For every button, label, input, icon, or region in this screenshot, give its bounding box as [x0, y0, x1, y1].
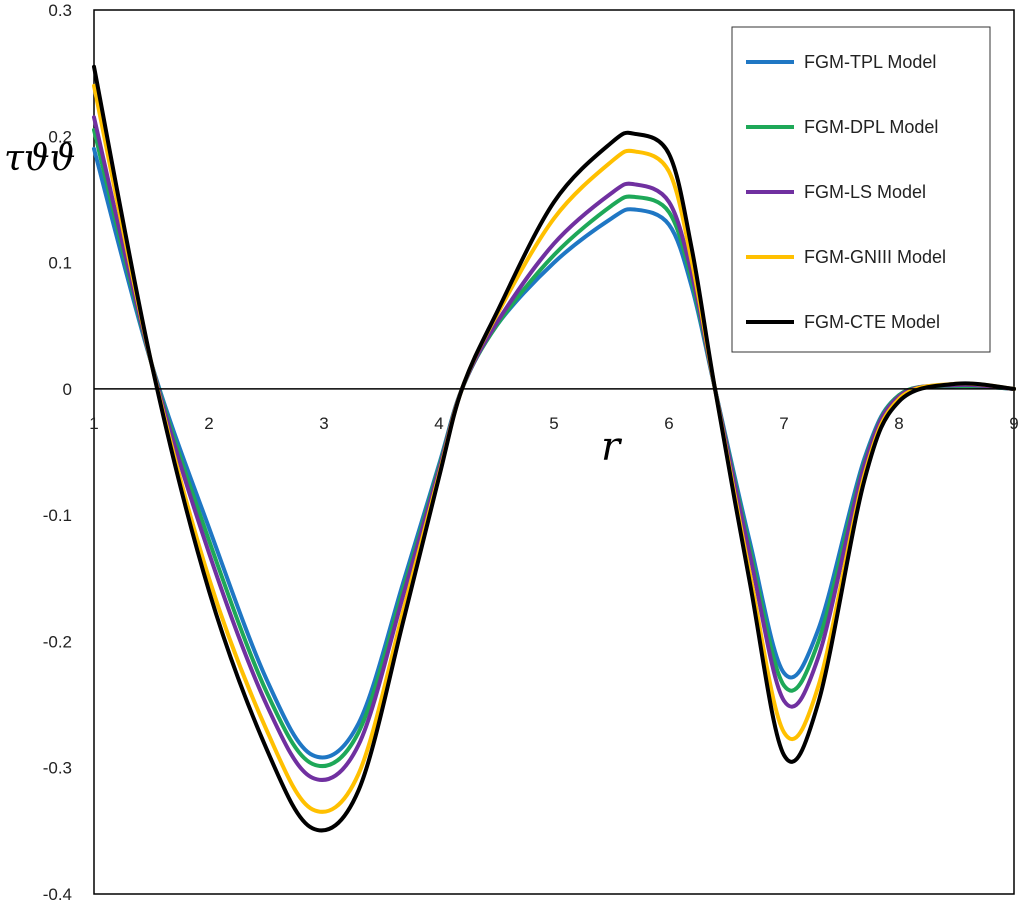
y-tick-label: 0.1	[48, 254, 72, 273]
series-line-4	[92, 83, 1016, 814]
x-tick-label: 7	[779, 414, 788, 433]
legend-label-4: FGM-GNIII Model	[804, 247, 946, 267]
x-tick-label: 8	[894, 414, 903, 433]
y-tick-label: 0	[63, 380, 72, 399]
x-tick-label: 6	[664, 414, 673, 433]
y-tick-label: -0.4	[43, 885, 72, 904]
x-tick-label: 4	[434, 414, 443, 433]
series-line-1	[92, 146, 1016, 760]
series-line-5	[92, 64, 1016, 833]
series-layer	[92, 64, 1016, 833]
x-tick-label: 9	[1009, 414, 1018, 433]
legend-label-2: FGM-DPL Model	[804, 117, 938, 137]
x-axis-title: r	[601, 424, 623, 470]
y-tick-label: -0.2	[43, 632, 72, 651]
x-tick-label: 3	[319, 414, 328, 433]
y-tick-labels: 0.3 0.2 0.1 0 -0.1 -0.2 -0.3 -0.4	[43, 1, 72, 904]
series-line-3	[92, 115, 1016, 782]
legend-label-1: FGM-TPL Model	[804, 52, 936, 72]
legend-box	[731, 26, 991, 353]
x-tick-labels: 1 2 3 4 5 6 7 8 9	[89, 414, 1018, 433]
y-tick-label: 0.2	[48, 127, 72, 146]
y-tick-label: -0.1	[43, 506, 72, 525]
legend-label-5: FGM-CTE Model	[804, 312, 940, 332]
x-tick-label: 1	[89, 414, 98, 433]
y-axis-title: τϑϑ	[4, 138, 75, 179]
y-tick-label: -0.3	[43, 759, 72, 778]
legend: FGM-TPL Model FGM-DPL Model FGM-LS Model FG…	[731, 26, 991, 353]
series-line-2	[92, 128, 1016, 769]
y-tick-label: 0.3	[48, 1, 72, 20]
legend-label-3: FGM-LS Model	[804, 182, 926, 202]
x-tick-label: 5	[549, 414, 558, 433]
x-tick-label: 2	[204, 414, 213, 433]
